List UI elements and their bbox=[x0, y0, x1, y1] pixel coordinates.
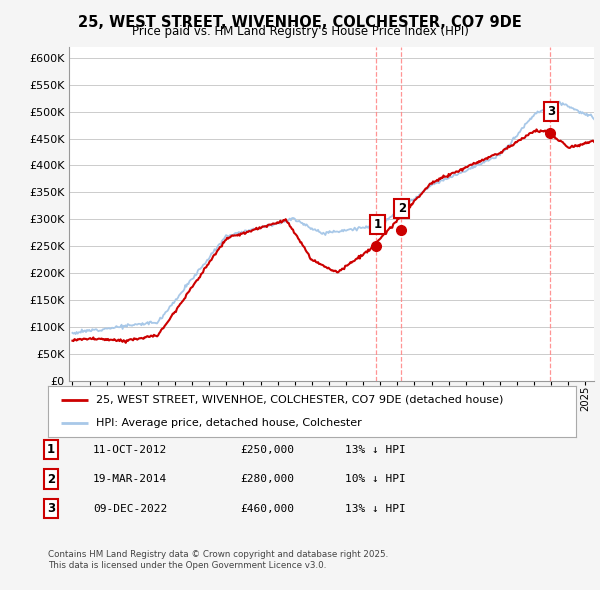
Text: 13% ↓ HPI: 13% ↓ HPI bbox=[345, 445, 406, 454]
Text: 1: 1 bbox=[47, 443, 55, 456]
Text: This data is licensed under the Open Government Licence v3.0.: This data is licensed under the Open Gov… bbox=[48, 560, 326, 569]
Text: 25, WEST STREET, WIVENHOE, COLCHESTER, CO7 9DE (detached house): 25, WEST STREET, WIVENHOE, COLCHESTER, C… bbox=[95, 395, 503, 405]
Text: 11-OCT-2012: 11-OCT-2012 bbox=[93, 445, 167, 454]
Text: 13% ↓ HPI: 13% ↓ HPI bbox=[345, 504, 406, 513]
Text: 2: 2 bbox=[47, 473, 55, 486]
Text: £250,000: £250,000 bbox=[240, 445, 294, 454]
Text: Price paid vs. HM Land Registry's House Price Index (HPI): Price paid vs. HM Land Registry's House … bbox=[131, 25, 469, 38]
Text: 3: 3 bbox=[547, 105, 555, 118]
Text: 10% ↓ HPI: 10% ↓ HPI bbox=[345, 474, 406, 484]
Text: 19-MAR-2014: 19-MAR-2014 bbox=[93, 474, 167, 484]
Text: 1: 1 bbox=[373, 218, 382, 231]
Text: 3: 3 bbox=[47, 502, 55, 515]
Text: HPI: Average price, detached house, Colchester: HPI: Average price, detached house, Colc… bbox=[95, 418, 361, 428]
Text: 09-DEC-2022: 09-DEC-2022 bbox=[93, 504, 167, 513]
Text: Contains HM Land Registry data © Crown copyright and database right 2025.: Contains HM Land Registry data © Crown c… bbox=[48, 550, 388, 559]
Text: £460,000: £460,000 bbox=[240, 504, 294, 513]
Text: 2: 2 bbox=[398, 202, 406, 215]
Text: £280,000: £280,000 bbox=[240, 474, 294, 484]
Text: 25, WEST STREET, WIVENHOE, COLCHESTER, CO7 9DE: 25, WEST STREET, WIVENHOE, COLCHESTER, C… bbox=[78, 15, 522, 30]
